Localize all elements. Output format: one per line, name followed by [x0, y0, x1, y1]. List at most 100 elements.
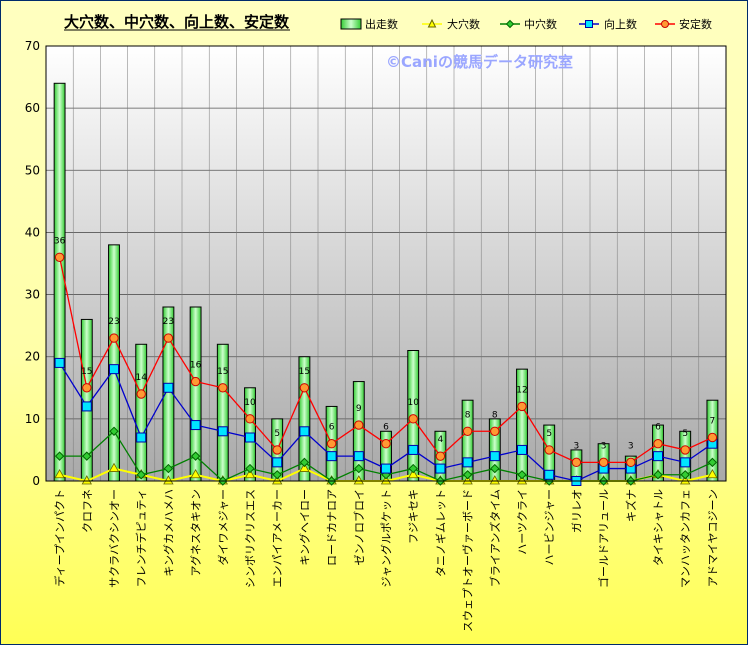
line-series: [54, 252, 718, 486]
legend-swatch-bar: [340, 18, 362, 30]
point-circle: [435, 451, 446, 461]
legend-label: 向上数: [604, 17, 637, 31]
x-tick-label: キングヘイロー: [297, 489, 311, 566]
point-triangle: [54, 468, 65, 479]
point-square: [190, 420, 201, 431]
plot-border: [45, 45, 727, 482]
point-triangle: [108, 462, 120, 472]
y-axis-ticks: 0 10 20 30 40 50 60 70: [25, 39, 40, 488]
data-label: 10: [244, 398, 256, 408]
point-circle: [109, 333, 119, 343]
point-triangle: [299, 462, 310, 472]
x-tick-label: ロードカナロア: [326, 489, 339, 566]
x-tick-label: フレンチデピュティ: [134, 489, 148, 587]
data-label: 15: [217, 367, 228, 377]
point-square: [299, 426, 310, 437]
point-circle: [626, 457, 636, 468]
point-square: [489, 451, 500, 462]
point-triangle: [516, 475, 528, 485]
point-circle: [381, 439, 391, 449]
point-triangle: [408, 468, 419, 479]
data-label: 6: [655, 423, 661, 433]
bar-starts: [216, 343, 229, 482]
x-tick-label: ハーツクライ: [516, 489, 529, 555]
point-diamond: [136, 470, 146, 480]
y-tick-label: 70: [25, 39, 40, 53]
bar-starts: [108, 244, 120, 482]
point-square: [326, 451, 337, 462]
point-square: [680, 457, 691, 468]
x-tick-label: タニノギムレット: [434, 489, 447, 577]
point-square: [462, 457, 473, 468]
point-circle: [544, 445, 554, 455]
point-square: [109, 364, 119, 375]
x-tick-label: サクラバクシンオー: [108, 489, 121, 588]
data-label: 8: [492, 410, 498, 420]
point-diamond: [653, 470, 663, 480]
point-diamond: [163, 463, 174, 474]
point-triangle: [353, 475, 364, 485]
x-tick-label: クロフネ: [81, 489, 94, 533]
point-square: [217, 426, 228, 437]
point-triangle: [489, 475, 500, 485]
data-label: 3: [574, 441, 580, 451]
point-square: [381, 463, 391, 474]
gridlines: [46, 46, 726, 481]
legend-marker: [661, 20, 669, 28]
point-diamond: [517, 470, 527, 480]
point-diamond: [408, 463, 418, 474]
data-label: 3: [628, 441, 634, 451]
point-circle: [299, 383, 310, 393]
legend-marker: [505, 19, 515, 29]
point-circle: [707, 432, 718, 443]
watermark: ©Caniの競馬データ研究室: [386, 53, 573, 71]
x-tick-label: タイキシャトル: [652, 489, 665, 566]
point-square: [272, 457, 283, 468]
point-square: [517, 444, 527, 455]
x-tick-label: ジャングルポケット: [379, 489, 393, 587]
legend-item: 安定数: [655, 17, 712, 31]
legend-label: 安定数: [679, 17, 712, 31]
point-triangle: [163, 475, 174, 485]
point-circle: [190, 376, 201, 387]
x-tick-label: キングカメハメハ: [161, 489, 175, 577]
point-triangle: [244, 468, 256, 479]
point-triangle: [81, 475, 92, 485]
point-circle: [245, 414, 255, 424]
data-label: 14: [135, 373, 147, 383]
x-tick-label: フジキセキ: [407, 489, 420, 544]
y-tick-label: 10: [25, 412, 40, 426]
legend-label: 中穴数: [524, 17, 557, 31]
data-label: 15: [299, 367, 310, 377]
x-tick-label: キズナ: [624, 489, 638, 522]
point-diamond: [190, 451, 201, 461]
legend-item: 中穴数: [500, 17, 557, 31]
bar-starts: [53, 82, 66, 482]
point-diamond: [82, 451, 92, 461]
y-tick-label: 0: [32, 474, 40, 488]
plot-area: [46, 46, 726, 481]
data-label: 15: [81, 367, 92, 377]
data-label: 5: [274, 429, 280, 439]
data-label: 3: [601, 441, 607, 451]
series-circle: [54, 252, 718, 468]
legend: 出走数 大穴数 中穴数 向上数 安定数: [340, 17, 712, 31]
point-circle: [136, 389, 146, 399]
point-circle: [54, 252, 65, 262]
point-square: [408, 444, 419, 455]
point-square: [544, 469, 555, 480]
x-tick-label: アグネスタキオン: [189, 489, 203, 576]
x-tick-label: シンボリクリスエス: [244, 489, 257, 588]
x-axis-ticks: ディープインパクト クロフネ サクラバクシンオー フレンチデピュティ キングカメハメハア…: [53, 489, 720, 632]
point-square: [653, 451, 663, 462]
legend-label: 出走数: [365, 17, 398, 31]
data-label: 5: [682, 429, 688, 439]
legend-marker: [427, 18, 437, 28]
point-circle: [408, 414, 418, 424]
x-tick-label: スウェプトオーヴァーボード: [461, 489, 475, 632]
data-label: 23: [163, 317, 174, 327]
point-square: [353, 451, 364, 462]
